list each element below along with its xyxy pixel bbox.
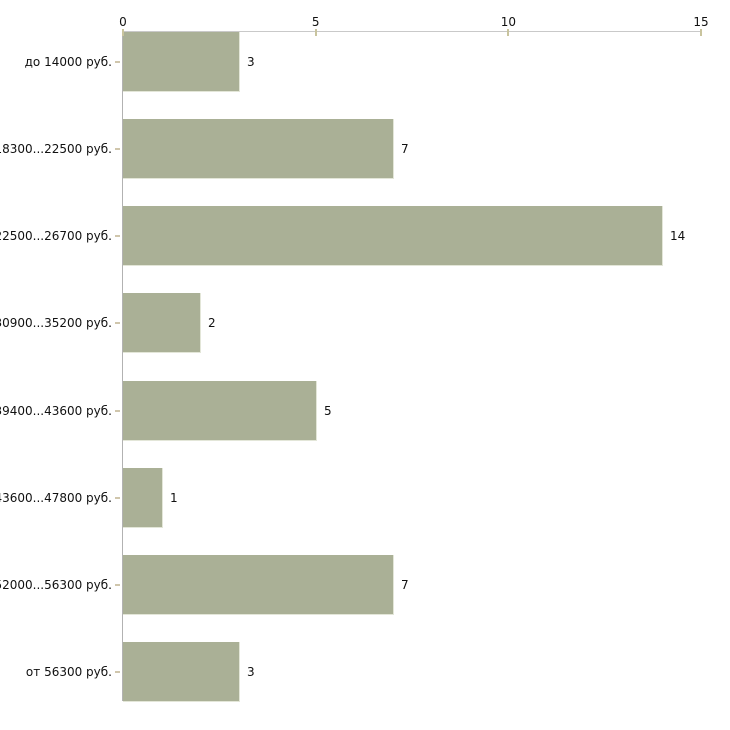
chart-row: 43600...47800 руб. 1 [0,468,701,528]
category-tick-mark [115,583,120,586]
bar [123,555,394,615]
bar [123,642,240,702]
bar [123,32,240,92]
bar [123,468,163,528]
category-label: от 56300 руб. [25,664,112,679]
value-label: 7 [401,577,409,592]
category-label: 22500...26700 руб. [0,228,112,243]
bar [123,119,394,179]
value-label: 1 [170,490,178,505]
value-label: 14 [670,228,686,243]
x-axis-tick-mark [507,29,510,36]
value-label: 3 [247,664,255,679]
bar [123,381,317,441]
chart-row: от 56300 руб. 3 [26,642,701,702]
chart-row: до 14000 руб. 3 [25,32,701,92]
bar [123,293,201,353]
chart-row: 22500...26700 руб. 14 [0,206,701,266]
category-label: 43600...47800 руб. [0,490,112,505]
x-axis-tick-label: 0 [119,15,127,29]
chart-row: 39400...43600 руб. 5 [0,381,701,441]
x-axis-tick-label: 5 [311,15,320,29]
category-tick-mark [115,496,120,499]
plot-area: до 14000 руб. 3 18300...22500 руб. 7 225… [0,15,709,702]
category-tick-mark [115,409,120,412]
category-tick-mark [115,234,120,237]
bar [123,206,663,266]
category-label: 39400...43600 руб. [0,403,112,418]
category-label: 30900...35200 руб. [0,315,112,330]
x-axis-tick-mark [122,29,124,36]
category-label: до 14000 руб. [24,54,112,69]
category-tick-mark [115,60,120,63]
chart-row: 18300...22500 руб. 7 [0,119,701,179]
x-axis-tick-mark [314,29,317,36]
category-tick-mark [115,321,120,324]
chart-row: 30900...35200 руб. 2 [0,293,701,353]
category-tick-mark [115,147,120,150]
category-label: 18300...22500 руб. [0,141,112,156]
x-axis-tick-label: 10 [500,15,516,29]
value-label: 3 [247,54,255,69]
value-label: 2 [208,315,216,330]
value-label: 7 [401,141,409,156]
x-axis-tick-mark [700,29,702,36]
category-label: 52000...56300 руб. [0,577,112,592]
category-tick-mark [115,670,120,673]
x-axis-tick-label: 15 [693,15,709,29]
chart-row: 52000...56300 руб. 7 [0,555,701,615]
value-label: 5 [324,403,332,418]
